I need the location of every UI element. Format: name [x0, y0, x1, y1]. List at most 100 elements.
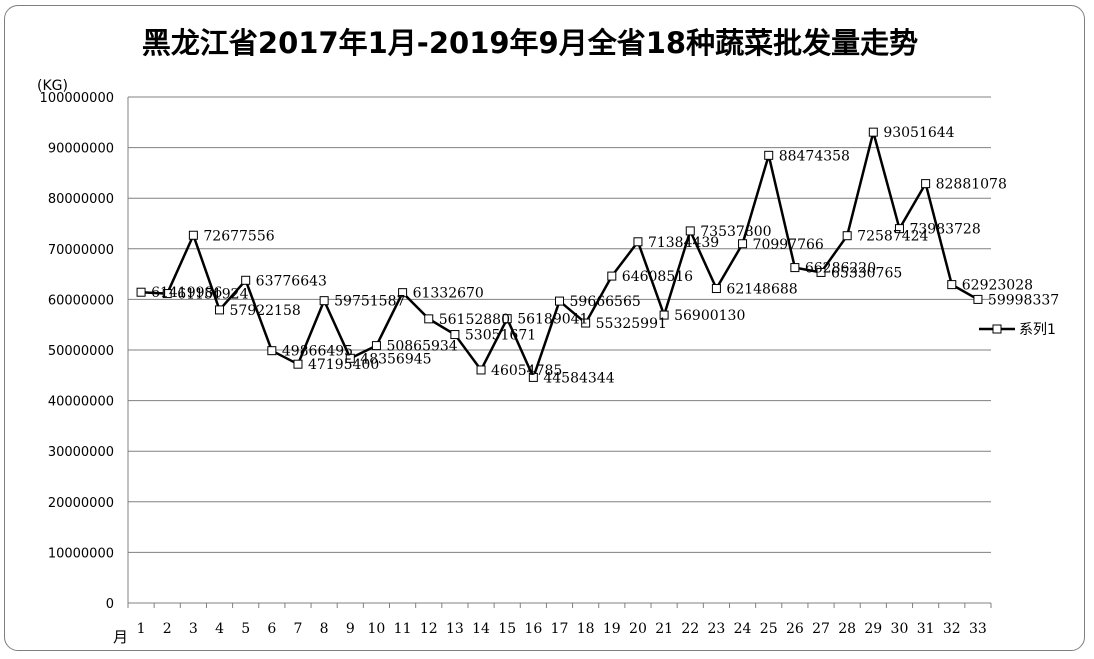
- data-label: 56152880: [439, 312, 510, 328]
- data-point-marker: [973, 294, 983, 304]
- data-point-marker: [215, 305, 225, 315]
- series-line: [141, 130, 979, 379]
- data-label: 56189041: [517, 312, 588, 328]
- x-tick-label: 5: [241, 621, 250, 637]
- y-axis-unit: (KG): [37, 78, 68, 94]
- x-tick-label: 2: [163, 621, 172, 637]
- data-label: 48356945: [360, 351, 431, 367]
- data-label: 57922158: [230, 303, 301, 319]
- data-point-marker: [293, 359, 303, 369]
- chart-frame: [4, 5, 1085, 651]
- x-tick-label: 22: [681, 621, 699, 637]
- x-tick-label: 18: [577, 621, 595, 637]
- data-point-marker: [842, 231, 852, 241]
- x-tick-label: 13: [446, 621, 464, 637]
- data-label: 46054785: [491, 363, 562, 379]
- data-point-marker: [528, 372, 538, 382]
- x-tick-label: 14: [472, 621, 490, 637]
- data-label: 73983728: [909, 222, 980, 238]
- data-label: 47195400: [308, 357, 379, 373]
- data-label: 88474358: [779, 148, 850, 164]
- x-tick-label: 29: [864, 621, 882, 637]
- y-tick-label: 100000000: [40, 91, 114, 106]
- data-label: 64608516: [622, 269, 693, 285]
- x-tick-label: 27: [812, 621, 830, 637]
- data-point-marker: [188, 230, 198, 240]
- data-label: 61332670: [413, 286, 484, 302]
- data-point-marker: [555, 296, 564, 306]
- data-point-marker: [450, 330, 460, 340]
- data-label: 71384439: [648, 235, 719, 251]
- data-label: 82881078: [936, 177, 1007, 193]
- data-point-marker: [764, 150, 774, 160]
- x-tick-label: 16: [524, 621, 542, 637]
- data-label: 63776643: [256, 273, 327, 289]
- data-label: 49866495: [282, 344, 353, 360]
- x-tick-label: 3: [189, 621, 198, 637]
- data-label: 55325991: [596, 316, 667, 332]
- y-tick-label: 90000000: [48, 142, 114, 157]
- data-label: 93051644: [883, 125, 954, 141]
- y-tick-label: 70000000: [48, 243, 114, 258]
- data-point-marker: [502, 314, 512, 324]
- data-label: 61151924: [177, 287, 248, 303]
- data-point-marker: [241, 275, 251, 285]
- x-axis-unit: 月: [113, 628, 129, 646]
- x-tick-label: 32: [943, 621, 961, 637]
- data-point-marker: [894, 224, 904, 234]
- data-label: 72587424: [857, 229, 928, 245]
- y-tick-label: 50000000: [48, 344, 114, 359]
- data-point-marker: [162, 289, 172, 299]
- data-label: 66286220: [805, 261, 876, 277]
- data-label: 61419986: [151, 285, 222, 301]
- x-tick-label: 25: [760, 621, 778, 637]
- x-tick-label: 10: [368, 621, 386, 637]
- x-tick-label: 8: [320, 621, 329, 637]
- data-label: 53051671: [465, 328, 536, 344]
- data-point-marker: [816, 267, 826, 277]
- data-point-marker: [685, 226, 695, 236]
- data-point-marker: [581, 318, 591, 328]
- x-tick-label: 15: [498, 621, 516, 637]
- x-tick-label: 1: [137, 621, 146, 637]
- data-label: 73537800: [700, 224, 771, 240]
- x-tick-label: 12: [420, 621, 438, 637]
- data-point-marker: [136, 287, 146, 297]
- x-tick-label: 24: [734, 621, 752, 637]
- data-point-marker: [371, 341, 381, 351]
- x-tick-label: 7: [294, 621, 303, 637]
- x-tick-label: 17: [551, 621, 569, 637]
- x-tick-label: 19: [603, 621, 621, 637]
- data-label: 70997766: [753, 237, 824, 253]
- data-point-marker: [267, 346, 277, 356]
- y-tick-label: 60000000: [48, 293, 114, 308]
- data-point-marker: [398, 288, 408, 298]
- y-tick-label: 40000000: [48, 395, 114, 410]
- data-point-marker: [921, 179, 931, 189]
- data-label: 62923028: [962, 278, 1033, 294]
- data-point-marker: [345, 353, 355, 363]
- data-point-marker: [424, 314, 434, 324]
- data-point-marker: [659, 310, 669, 320]
- x-tick-label: 28: [838, 621, 856, 637]
- data-label: 50865934: [386, 339, 457, 355]
- data-label: 59998337: [988, 292, 1059, 308]
- data-point-marker: [476, 365, 486, 375]
- x-tick-label: 9: [346, 621, 355, 637]
- data-point-marker: [947, 280, 957, 290]
- y-tick-label: 10000000: [48, 546, 114, 561]
- y-tick-label: 0: [106, 597, 114, 612]
- x-tick-label: 23: [707, 621, 725, 637]
- data-label: 59666565: [570, 294, 641, 310]
- y-tick-label: 20000000: [48, 496, 114, 511]
- data-point-marker: [633, 237, 643, 247]
- data-point-marker: [607, 271, 617, 281]
- y-tick-label: 80000000: [48, 192, 114, 207]
- data-label: 56900130: [674, 308, 745, 324]
- x-tick-label: 6: [267, 621, 276, 637]
- chart-title: 黑龙江省2017年1月-2019年9月全省18种蔬菜批发量走势: [141, 26, 919, 60]
- data-label: 65330765: [831, 265, 902, 281]
- x-tick-label: 30: [891, 621, 909, 637]
- x-tick-label: 20: [629, 621, 647, 637]
- data-point-marker: [319, 296, 329, 306]
